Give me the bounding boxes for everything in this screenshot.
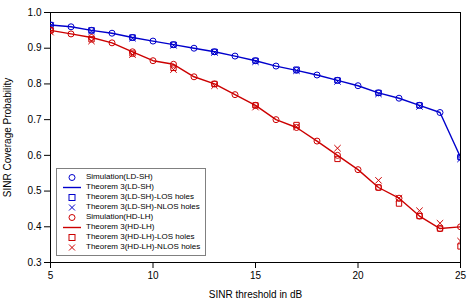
svg-text:0.4: 0.4 (28, 221, 42, 232)
svg-text:SINR Coverage Probability: SINR Coverage Probability (2, 78, 13, 198)
svg-text:0.7: 0.7 (28, 114, 42, 125)
html-text:Theorem 3(LD-SH)-LOS holes: Theorem 3(LD-SH)-LOS holes (86, 192, 194, 201)
svg-text:20: 20 (352, 270, 364, 281)
svg-text:1.0: 1.0 (28, 7, 42, 18)
svg-text:5: 5 (48, 270, 54, 281)
html-text:Theorem 3(HD-LH)-NLOS holes: Theorem 3(HD-LH)-NLOS holes (86, 242, 201, 251)
svg-text:0.9: 0.9 (28, 42, 42, 53)
svg-text:0.8: 0.8 (28, 78, 42, 89)
svg-text:0.3: 0.3 (28, 257, 42, 268)
svg-text:10: 10 (147, 270, 159, 281)
svg-text:SINR threshold in dB: SINR threshold in dB (209, 289, 303, 300)
svg-text:0.5: 0.5 (28, 185, 42, 196)
html-text:Theorem 3(LD-SH)-NLOS holes: Theorem 3(LD-SH)-NLOS holes (86, 202, 200, 211)
svg-text:0.6: 0.6 (28, 150, 42, 161)
html-text:Theorem 3(HD-LH)-LOS holes: Theorem 3(HD-LH)-LOS holes (86, 232, 195, 241)
html-text:Theorem 3(HD-LH): Theorem 3(HD-LH) (86, 222, 155, 231)
svg-text:15: 15 (250, 270, 262, 281)
svg-text:25: 25 (455, 270, 467, 281)
html-text:Simulation(LD-SH): Simulation(LD-SH) (86, 172, 153, 181)
html-text:Simulation(HD-LH): Simulation(HD-LH) (86, 212, 154, 221)
html-text:Theorem 3(LD-SH): Theorem 3(LD-SH) (86, 182, 154, 191)
